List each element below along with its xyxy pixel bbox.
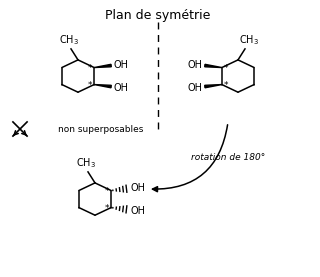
Text: OH: OH [113,60,128,70]
Text: non superposables: non superposables [58,124,143,134]
Polygon shape [94,84,111,88]
FancyArrowPatch shape [153,125,228,192]
Text: OH: OH [188,83,203,93]
Text: rotation de 180°: rotation de 180° [191,153,265,161]
Text: OH: OH [113,83,128,93]
Text: *: * [105,204,109,213]
Text: *: * [88,64,92,73]
Text: *: * [224,64,228,73]
Text: *: * [88,81,92,90]
Text: CH$_3$: CH$_3$ [76,156,96,170]
Text: *: * [105,187,109,196]
Text: OH: OH [130,183,145,193]
Polygon shape [205,64,222,68]
Text: CH$_3$: CH$_3$ [59,33,79,47]
Polygon shape [94,64,111,68]
Text: Plan de symétrie: Plan de symétrie [105,9,211,22]
Text: CH$_3$: CH$_3$ [239,33,259,47]
Text: OH: OH [130,206,145,216]
Text: OH: OH [188,60,203,70]
Polygon shape [205,84,222,88]
Text: *: * [224,81,228,90]
